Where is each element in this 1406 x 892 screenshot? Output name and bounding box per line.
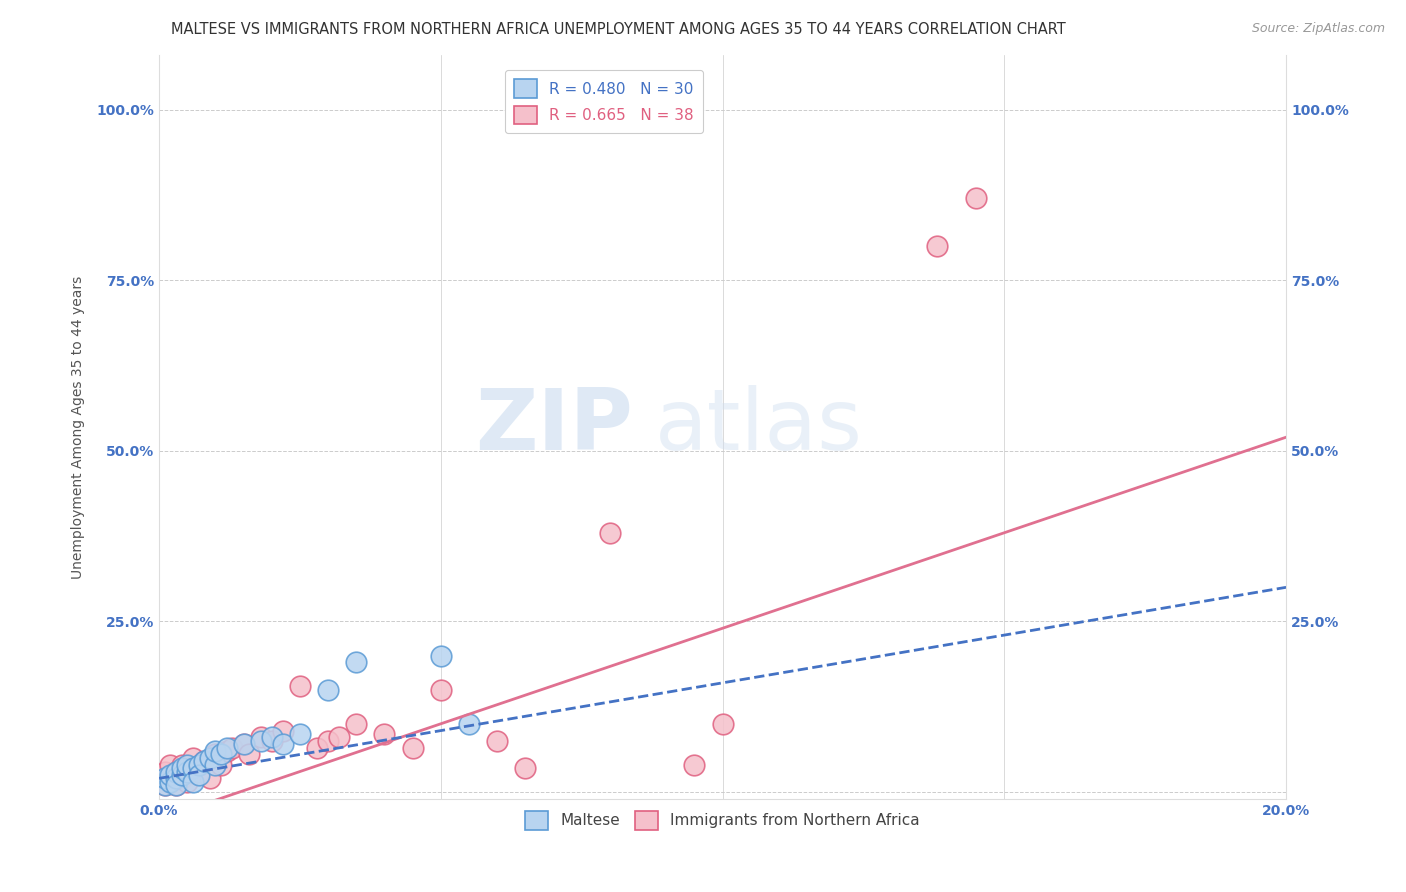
Point <box>159 768 181 782</box>
Point <box>288 679 311 693</box>
Point <box>288 727 311 741</box>
Point <box>181 751 204 765</box>
Point <box>153 764 176 779</box>
Point <box>193 754 215 768</box>
Point <box>271 737 294 751</box>
Point <box>316 682 339 697</box>
Y-axis label: Unemployment Among Ages 35 to 44 years: Unemployment Among Ages 35 to 44 years <box>72 276 86 579</box>
Point <box>458 716 481 731</box>
Point <box>159 757 181 772</box>
Point <box>198 772 221 786</box>
Point <box>193 754 215 768</box>
Point <box>170 761 193 775</box>
Point <box>165 778 187 792</box>
Point <box>249 734 271 748</box>
Point <box>215 740 238 755</box>
Point <box>159 774 181 789</box>
Point <box>153 778 176 792</box>
Point <box>170 757 193 772</box>
Point <box>159 772 181 786</box>
Point <box>181 774 204 789</box>
Point <box>198 751 221 765</box>
Point <box>204 757 226 772</box>
Point <box>204 744 226 758</box>
Point <box>238 747 260 762</box>
Point <box>215 744 238 758</box>
Point <box>328 731 350 745</box>
Point <box>599 525 621 540</box>
Point <box>187 764 209 779</box>
Legend: Maltese, Immigrants from Northern Africa: Maltese, Immigrants from Northern Africa <box>519 805 927 836</box>
Point <box>925 239 948 253</box>
Point <box>249 731 271 745</box>
Point <box>165 772 187 786</box>
Point <box>187 757 209 772</box>
Point <box>176 757 198 772</box>
Point <box>430 648 453 663</box>
Point <box>181 761 204 775</box>
Point <box>305 740 328 755</box>
Text: MALTESE VS IMMIGRANTS FROM NORTHERN AFRICA UNEMPLOYMENT AMONG AGES 35 TO 44 YEAR: MALTESE VS IMMIGRANTS FROM NORTHERN AFRI… <box>172 22 1066 37</box>
Point <box>344 716 367 731</box>
Point <box>187 768 209 782</box>
Point <box>515 761 537 775</box>
Text: Source: ZipAtlas.com: Source: ZipAtlas.com <box>1251 22 1385 36</box>
Point <box>430 682 453 697</box>
Text: ZIP: ZIP <box>475 385 633 468</box>
Point <box>232 737 254 751</box>
Point <box>170 772 193 786</box>
Point <box>221 740 243 755</box>
Point <box>170 768 193 782</box>
Point <box>209 757 232 772</box>
Point <box>271 723 294 738</box>
Point <box>176 761 198 775</box>
Point <box>316 734 339 748</box>
Point <box>402 740 425 755</box>
Point <box>153 778 176 792</box>
Point <box>965 191 987 205</box>
Point <box>232 737 254 751</box>
Point <box>176 764 198 779</box>
Point <box>260 734 283 748</box>
Point <box>165 764 187 779</box>
Text: atlas: atlas <box>655 385 863 468</box>
Point <box>486 734 509 748</box>
Point <box>153 772 176 786</box>
Point <box>209 747 232 762</box>
Point <box>344 656 367 670</box>
Point <box>165 764 187 779</box>
Point <box>165 778 187 792</box>
Point <box>204 747 226 762</box>
Point <box>260 731 283 745</box>
Point <box>176 774 198 789</box>
Point <box>711 716 734 731</box>
Point <box>373 727 395 741</box>
Point <box>683 757 706 772</box>
